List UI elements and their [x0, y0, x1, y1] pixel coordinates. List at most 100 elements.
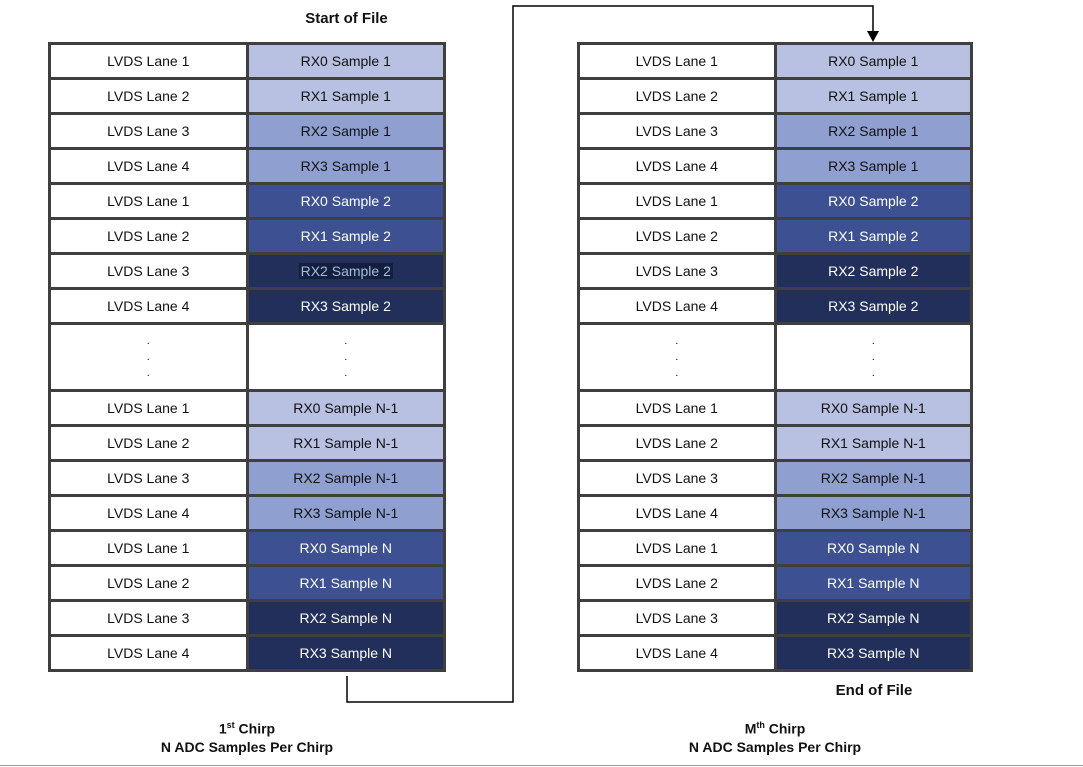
lvds-lane-cell: LVDS Lane 3	[48, 599, 249, 637]
table-row: LVDS Lane 1 RX0 Sample 2	[577, 182, 973, 220]
rx-sample-cell: RX0 Sample N-1	[773, 389, 973, 427]
lvds-lane-cell: LVDS Lane 1	[577, 42, 777, 80]
lvds-lane-cell: LVDS Lane 1	[577, 389, 777, 427]
rx-sample-cell: RX3 Sample 1	[245, 147, 446, 185]
table-row: LVDS Lane 3 RX2 Sample N-1	[48, 459, 446, 497]
ellipsis-cell: ...	[577, 322, 777, 392]
first-chirp-caption-line1: 1st Chirp	[48, 716, 446, 738]
lvds-lane-cell: LVDS Lane 1	[48, 182, 249, 220]
lvds-lane-cell: LVDS Lane 3	[577, 459, 777, 497]
table-row: LVDS Lane 4 RX3 Sample 1	[48, 147, 446, 185]
table-row: LVDS Lane 2 RX1 Sample N-1	[577, 424, 973, 462]
lvds-lane-cell: LVDS Lane 1	[48, 389, 249, 427]
table-row: LVDS Lane 4 RX3 Sample N-1	[48, 494, 446, 532]
lvds-lane-cell: LVDS Lane 1	[577, 182, 777, 220]
chirp-word: Chirp	[764, 720, 806, 737]
table-row: LVDS Lane 4 RX3 Sample N	[48, 634, 446, 672]
table-row: LVDS Lane 2 RX1 Sample 1	[48, 77, 446, 115]
lvds-lane-cell: LVDS Lane 3	[48, 252, 249, 290]
start-of-file-label: Start of File	[305, 10, 388, 27]
table-row: LVDS Lane 4 RX3 Sample N-1	[577, 494, 973, 532]
lvds-lane-cell: LVDS Lane 3	[577, 112, 777, 150]
rx-sample-cell: RX0 Sample 2	[245, 182, 446, 220]
arrowhead-down-icon	[867, 31, 879, 42]
lvds-lane-cell: LVDS Lane 4	[577, 634, 777, 672]
lvds-lane-cell: LVDS Lane 4	[577, 147, 777, 185]
rx-sample-cell: RX2 Sample 1	[245, 112, 446, 150]
lvds-lane-cell: LVDS Lane 1	[48, 42, 249, 80]
lvds-lane-cell: LVDS Lane 2	[48, 77, 249, 115]
lvds-lane-cell: LVDS Lane 3	[577, 252, 777, 290]
mth-chirp-table: LVDS Lane 1 RX0 Sample 1 LVDS Lane 2 RX1 Sa…	[577, 42, 973, 672]
lvds-lane-cell: LVDS Lane 3	[48, 112, 249, 150]
rx-sample-cell: RX2 Sample N-1	[245, 459, 446, 497]
ordinal-suffix: st	[226, 720, 235, 730]
lvds-lane-cell: LVDS Lane 2	[577, 564, 777, 602]
rx-sample-cell: RX1 Sample N	[773, 564, 973, 602]
lvds-lane-cell: LVDS Lane 4	[577, 494, 777, 532]
table-row: LVDS Lane 1 RX0 Sample N-1	[48, 389, 446, 427]
lvds-lane-cell: LVDS Lane 2	[48, 564, 249, 602]
table-row: LVDS Lane 3 RX2 Sample N	[577, 599, 973, 637]
rx-sample-cell: RX2 Sample N	[245, 599, 446, 637]
lvds-lane-cell: LVDS Lane 3	[577, 599, 777, 637]
table-row: LVDS Lane 2 RX1 Sample N-1	[48, 424, 446, 462]
rx-sample-cell: RX0 Sample 1	[245, 42, 446, 80]
rx-sample-cell: RX3 Sample N-1	[245, 494, 446, 532]
table-row: LVDS Lane 2 RX1 Sample N	[577, 564, 973, 602]
ellipsis-cell: ...	[773, 322, 973, 392]
selected-text-highlight: RX2 Sample 2	[298, 263, 393, 279]
table-row: LVDS Lane 1 RX0 Sample N	[577, 529, 973, 567]
lvds-lane-cell: LVDS Lane 4	[48, 287, 249, 325]
table-row: LVDS Lane 4 RX3 Sample 2	[577, 287, 973, 325]
ellipsis-cell: ...	[245, 322, 446, 392]
ordinal-text: M	[744, 720, 757, 737]
page-bottom-rule	[0, 765, 1083, 766]
table-row: LVDS Lane 3 RX2 Sample N-1	[577, 459, 973, 497]
rx-sample-cell: RX3 Sample 2	[773, 287, 973, 325]
rx-sample-cell: RX3 Sample 2	[245, 287, 446, 325]
rx-sample-cell: RX1 Sample N-1	[245, 424, 446, 462]
table-row: LVDS Lane 1 RX0 Sample 1	[577, 42, 973, 80]
lvds-lane-cell: LVDS Lane 4	[48, 494, 249, 532]
ordinal-suffix: th	[756, 720, 765, 730]
table-row: LVDS Lane 2 RX1 Sample N	[48, 564, 446, 602]
table-row: LVDS Lane 2 RX1 Sample 2	[577, 217, 973, 255]
chirp-word: Chirp	[234, 720, 276, 737]
lvds-lane-cell: LVDS Lane 4	[48, 634, 249, 672]
rx-sample-cell: RX3 Sample N	[245, 634, 446, 672]
rx-sample-cell: RX0 Sample N-1	[245, 389, 446, 427]
rx-sample-cell: RX1 Sample N-1	[773, 424, 973, 462]
rx-sample-cell: RX3 Sample N	[773, 634, 973, 672]
rx-sample-cell: RX3 Sample N-1	[773, 494, 973, 532]
table-row: LVDS Lane 3 RX2 Sample 2	[577, 252, 973, 290]
rx-sample-cell: RX1 Sample 1	[245, 77, 446, 115]
table-row: LVDS Lane 4 RX3 Sample 1	[577, 147, 973, 185]
table-row: LVDS Lane 3 RX2 Sample N	[48, 599, 446, 637]
table-row: LVDS Lane 2 RX1 Sample 1	[577, 77, 973, 115]
end-of-file-label: End of File	[835, 682, 913, 699]
table-row: LVDS Lane 2 RX1 Sample 2	[48, 217, 446, 255]
table-row: LVDS Lane 1 RX0 Sample 1	[48, 42, 446, 80]
rx-sample-cell: RX0 Sample 1	[773, 42, 973, 80]
rx-sample-cell: RX0 Sample 2	[773, 182, 973, 220]
lvds-lane-cell: LVDS Lane 4	[577, 287, 777, 325]
table-row: LVDS Lane 1 RX0 Sample N-1	[577, 389, 973, 427]
lvds-lane-cell: LVDS Lane 4	[48, 147, 249, 185]
rx-sample-cell: RX3 Sample 1	[773, 147, 973, 185]
lvds-lane-cell: LVDS Lane 3	[48, 459, 249, 497]
rx-sample-cell: RX2 Sample N-1	[773, 459, 973, 497]
rx-sample-cell: RX1 Sample 2	[245, 217, 446, 255]
table-row: LVDS Lane 1 RX0 Sample N	[48, 529, 446, 567]
lvds-lane-cell: LVDS Lane 2	[577, 424, 777, 462]
table-row: LVDS Lane 3 RX2 Sample 1	[48, 112, 446, 150]
rx-sample-cell: RX2 Sample 2	[245, 252, 446, 290]
rx-sample-cell: RX1 Sample N	[245, 564, 446, 602]
ellipsis-cell: ...	[48, 322, 249, 392]
lvds-lane-cell: LVDS Lane 2	[577, 217, 777, 255]
table-row: LVDS Lane 3 RX2 Sample 1	[577, 112, 973, 150]
rx-sample-cell: RX2 Sample 2	[773, 252, 973, 290]
table-row: LVDS Lane 3 RX2 Sample 2	[48, 252, 446, 290]
first-chirp-table: LVDS Lane 1 RX0 Sample 1 LVDS Lane 2 RX1 Sa…	[48, 42, 446, 672]
mth-chirp-caption-line1: Mth Chirp	[577, 716, 973, 738]
